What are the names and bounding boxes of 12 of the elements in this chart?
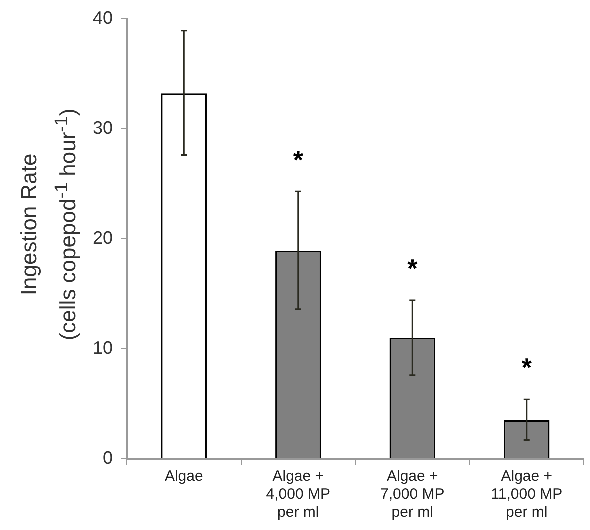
x-tick-label: Algae + 11,000 MP per ml <box>491 468 563 522</box>
x-tick-label: Algae <box>164 468 204 486</box>
annotation: * <box>522 352 533 383</box>
y-tick-label: 40 <box>92 8 114 28</box>
y-tick-label: 20 <box>92 228 114 248</box>
x-tick-label: Algae + 7,000 MP per ml <box>380 468 445 522</box>
annotation: * <box>408 254 419 284</box>
y-tick-label: 10 <box>92 338 114 358</box>
annotation: * <box>293 144 304 175</box>
x-tick-label: Algae + 4,000 MP per ml <box>266 468 330 522</box>
y-tick-label: 0 <box>103 448 114 468</box>
y-tick-label: 30 <box>92 118 114 138</box>
